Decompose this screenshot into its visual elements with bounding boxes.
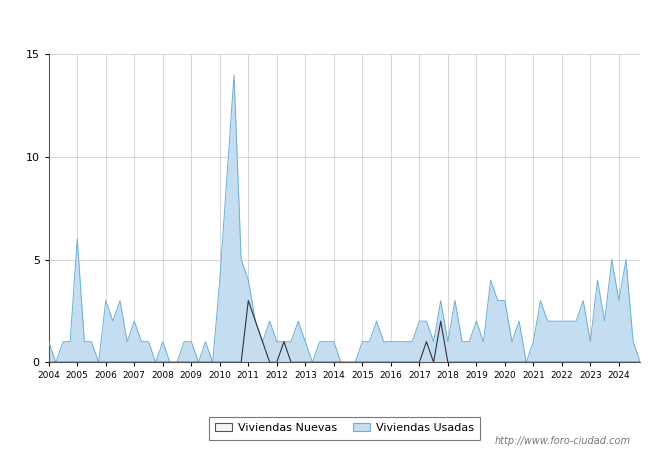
Text: http://www.foro-ciudad.com: http://www.foro-ciudad.com	[495, 436, 630, 446]
Legend: Viviendas Nuevas, Viviendas Usadas: Viviendas Nuevas, Viviendas Usadas	[209, 417, 480, 440]
Text: Frómista - Evolucion del Nº de Transacciones Inmobiliarias: Frómista - Evolucion del Nº de Transacci…	[112, 16, 538, 31]
